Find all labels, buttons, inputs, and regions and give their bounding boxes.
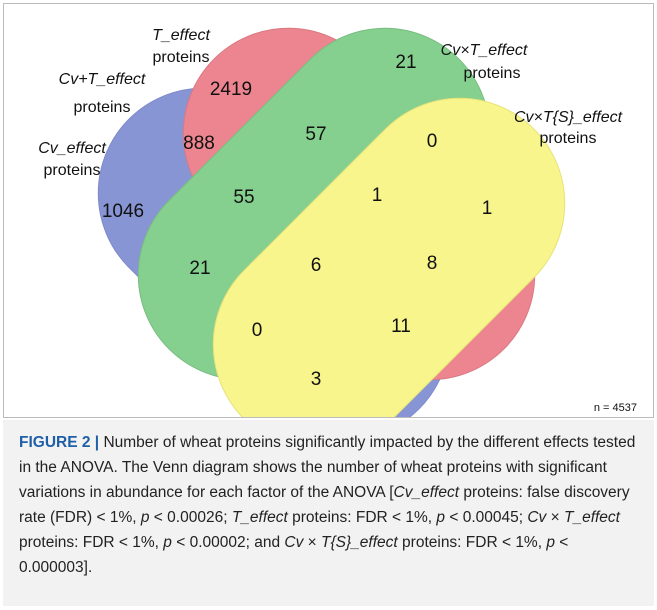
region-count: 6: [311, 255, 322, 276]
caption-text: Cv: [284, 534, 304, 551]
caption-text: < 0.00026;: [149, 509, 232, 526]
caption-label: FIGURE 2 |: [19, 434, 100, 451]
caption-text: p: [436, 509, 446, 526]
caption-text: proteins: FDR < 1%,: [287, 509, 437, 526]
venn-diagram: T_effect proteins Cv+T_effect proteins C…: [38, 27, 637, 451]
caption-text: Cv: [527, 509, 547, 526]
region-count: 2419: [210, 79, 252, 100]
region-count: 1046: [102, 201, 144, 222]
caption-text: proteins: FDR < 1%,: [19, 534, 164, 551]
caption-text: T_effect: [231, 509, 288, 526]
caption-text: proteins: FDR < 1%,: [397, 534, 547, 551]
region-count: 1: [482, 198, 493, 219]
region-count: 11: [391, 316, 411, 337]
caption-text: < 0.00002; and: [171, 534, 285, 551]
figure-box: T_effect proteins Cv+T_effect proteins C…: [3, 3, 654, 451]
caption-text: Cv_effect: [393, 484, 460, 501]
caption-text: < 0.00045;: [445, 509, 528, 526]
caption: FIGURE 2 | Number of wheat proteins sign…: [3, 420, 654, 606]
caption-text: T{S}_effect: [321, 534, 398, 551]
set-label: proteins: [153, 49, 210, 66]
set-label: proteins: [464, 65, 521, 82]
caption-text: < 0.000003].: [19, 534, 569, 576]
region-count: 8: [427, 253, 438, 274]
caption-text: ×: [303, 534, 322, 551]
caption-text: p: [140, 509, 150, 526]
set-label: Cv×T{S}_effect: [514, 109, 623, 126]
region-count: 57: [305, 124, 326, 145]
caption-text: p: [163, 534, 172, 551]
caption-text: T_effect: [563, 509, 620, 526]
set-label: Cv×T_effect: [441, 42, 528, 59]
caption-text: p: [546, 534, 555, 551]
region-count: 1: [372, 185, 383, 206]
set-label: proteins: [540, 130, 597, 147]
caption-text: proteins: false discovery rate (FDR) < 1…: [19, 484, 630, 526]
set-label: proteins: [44, 162, 101, 179]
caption-text: ×: [546, 509, 564, 526]
region-count: 21: [189, 258, 210, 279]
region-count: 21: [395, 52, 416, 73]
region-count: 3: [311, 369, 322, 390]
region-count: 0: [252, 320, 263, 341]
set-label: proteins: [74, 99, 131, 116]
set-label: T_effect: [152, 27, 210, 44]
region-count: 888: [183, 133, 215, 154]
region-count: 0: [427, 131, 438, 152]
region-count: 55: [233, 187, 254, 208]
set-label: Cv+T_effect: [59, 71, 146, 88]
caption-text: Number of wheat proteins significantly i…: [19, 434, 636, 501]
total-label: n = 4537: [594, 402, 637, 414]
set-label: Cv_effect: [38, 140, 106, 157]
